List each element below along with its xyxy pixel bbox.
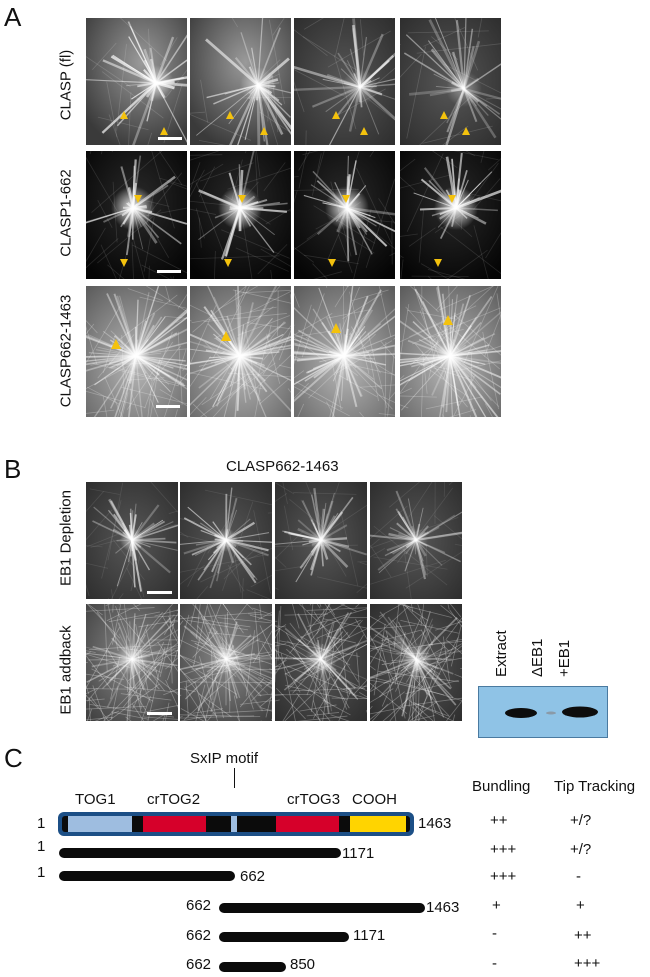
micrograph-eb1-depletion-2 (180, 482, 272, 599)
construct-2-start: 1 (37, 838, 46, 855)
micrograph-clasp1-662-4 (400, 151, 501, 279)
micrograph-clasp-fl-4 (400, 18, 501, 145)
construct-3-bar (59, 871, 235, 881)
construct-5-start: 662 (186, 927, 212, 944)
domain-label-cooh: COOH (352, 791, 397, 808)
micrograph-eb1-addback-2 (180, 604, 272, 721)
micrograph-clasp-fl-1 (86, 18, 187, 145)
micrograph-clasp-fl-2 (190, 18, 291, 145)
construct-3-tip: - (576, 868, 581, 885)
construct-2-bundling: +++ (490, 841, 517, 858)
construct-6-start: 662 (186, 956, 212, 973)
micrograph-clasp662-1463-1 (86, 286, 187, 417)
row-label-eb1-addback: EB1 addback (57, 625, 75, 715)
panel-b-title: CLASP662-1463 (226, 458, 339, 475)
domain-label-crtog3: crTOG3 (287, 791, 341, 808)
construct-6-bar (219, 962, 286, 972)
construct-1-end: 1463 (418, 815, 452, 832)
domain-label-crtog2: crTOG2 (147, 791, 201, 808)
micrograph-eb1-depletion-3 (275, 482, 367, 599)
construct-1-start: 1 (37, 815, 46, 832)
construct-4-bundling: + (492, 897, 501, 914)
micrograph-clasp662-1463-2 (190, 286, 291, 417)
sxip-motif-label: SxIP motif (190, 750, 259, 767)
construct-1-tip: +/? (570, 812, 592, 829)
construct-4-end: 1463 (426, 899, 460, 916)
construct-2-bar (59, 848, 341, 858)
micrograph-clasp1-662-2 (190, 151, 291, 279)
panel-c-letter: C (4, 743, 23, 773)
construct-3-end: 662 (240, 868, 266, 885)
domain-crtog2 (143, 816, 206, 832)
micrograph-eb1-depletion-1 (86, 482, 178, 599)
row-label-clasp-fl: CLASP (fl) (57, 49, 75, 121)
band-plus-eb1 (562, 706, 598, 718)
lane-label-plus-eb1: +EB1 (556, 639, 573, 677)
micrograph-clasp1-662-3 (294, 151, 395, 279)
row-label-clasp662-1463: CLASP662-1463 (57, 294, 75, 408)
construct-6-bundling: - (492, 955, 497, 972)
band-extract (505, 708, 537, 718)
construct-6-end: 850 (290, 956, 316, 973)
domain-label-tog1: TOG1 (75, 791, 116, 808)
header-tip-tracking: Tip Tracking (554, 778, 636, 795)
micrograph-clasp1-662-1 (86, 151, 187, 279)
construct-3-start: 1 (37, 864, 46, 881)
domain-crtog3 (276, 816, 339, 832)
construct-5-tip: ++ (574, 927, 592, 944)
construct-4-start: 662 (186, 897, 212, 914)
panel-a-letter: A (4, 2, 22, 32)
domain-cooh (350, 816, 406, 832)
row-label-eb1-depletion: EB1 Depletion (57, 490, 75, 586)
domain-sxip (231, 816, 237, 832)
lane-label-extract: Extract (493, 630, 510, 677)
lane-label-delta-eb1: ΔEB1 (529, 638, 546, 677)
micrograph-clasp-fl-3 (294, 18, 395, 145)
header-bundling: Bundling (472, 778, 531, 795)
construct-3-bundling: +++ (490, 868, 517, 885)
construct-5-bar (219, 932, 349, 942)
sxip-motif-tick (234, 768, 235, 788)
construct-2-tip: +/? (570, 841, 592, 858)
micrograph-clasp662-1463-4 (400, 286, 501, 417)
micrograph-eb1-depletion-4 (370, 482, 462, 599)
construct-1-bundling: ++ (490, 812, 508, 829)
construct-4-bar (219, 903, 425, 913)
domain-schematic (58, 812, 414, 836)
micrograph-clasp662-1463-3 (294, 286, 395, 417)
micrograph-eb1-addback-4 (370, 604, 462, 721)
panel-b-letter: B (4, 454, 22, 484)
row-label-clasp1-662: CLASP1-662 (57, 169, 75, 257)
western-blot (478, 686, 608, 738)
construct-5-end: 1171 (353, 927, 386, 944)
micrograph-eb1-addback-1 (86, 604, 178, 721)
micrograph-eb1-addback-3 (275, 604, 367, 721)
domain-tog1 (68, 816, 132, 832)
band-delta-eb1 (546, 711, 556, 715)
construct-5-bundling: - (492, 925, 497, 942)
construct-6-tip: +++ (574, 955, 601, 972)
construct-4-tip: + (576, 897, 585, 914)
construct-2-end: 1171 (342, 845, 375, 862)
